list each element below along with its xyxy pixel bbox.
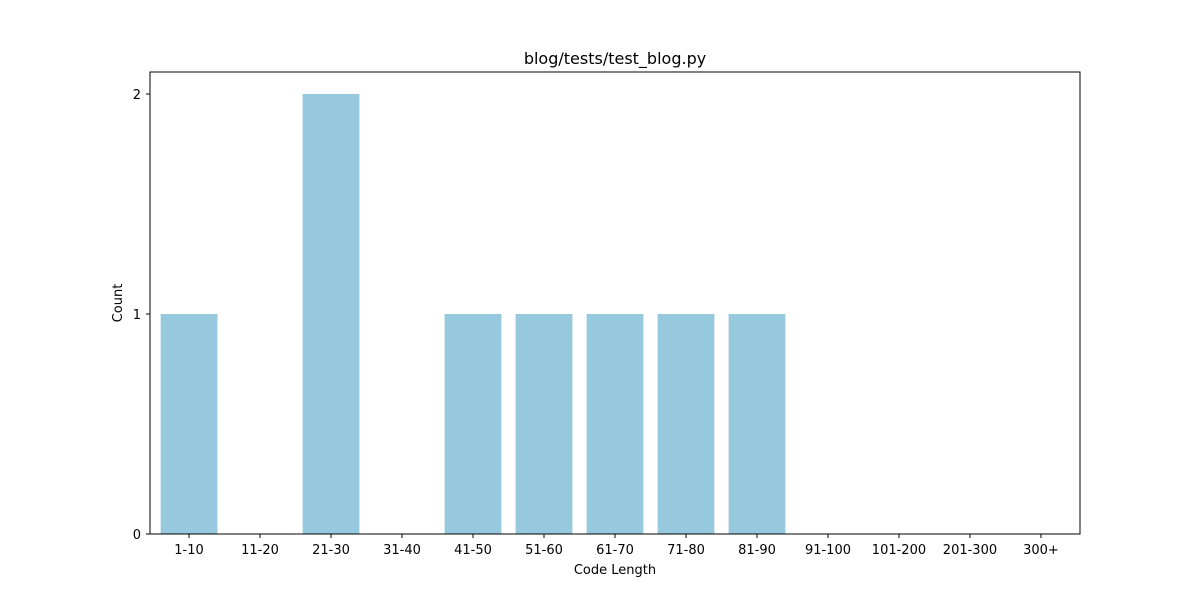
bar-21-30: [302, 94, 360, 534]
bar-1-10: [160, 314, 218, 534]
x-tick-label: 71-80: [667, 543, 705, 558]
bar-41-50: [444, 314, 502, 534]
y-tick-label: 0: [133, 528, 141, 543]
x-tick-label: 21-30: [312, 543, 350, 558]
x-axis-label: Code Length: [574, 563, 656, 578]
plot-frame: [149, 71, 1081, 535]
x-tick-label: 201-300: [943, 543, 997, 558]
y-axis-label: Count: [111, 284, 126, 323]
y-ticks: 0 1 2: [133, 88, 150, 543]
x-tick-label: 11-20: [241, 543, 279, 558]
bar-71-80: [657, 314, 715, 534]
x-tick-label: 61-70: [596, 543, 634, 558]
y-tick-label: 1: [133, 308, 141, 323]
bar-81-90: [728, 314, 786, 534]
bar-51-60: [515, 314, 573, 534]
bar-61-70: [586, 314, 644, 534]
x-tick-label: 101-200: [872, 543, 926, 558]
y-tick-label: 2: [133, 88, 141, 103]
x-tick-label: 81-90: [738, 543, 776, 558]
x-tick-label: 31-40: [383, 543, 421, 558]
x-ticks: 1-10 11-20 21-30 31-40 41-50 51-60 61-70 71-80 8…: [174, 534, 1059, 558]
bars: [160, 94, 786, 534]
x-tick-label: 51-60: [525, 543, 563, 558]
x-tick-label: 300+: [1023, 543, 1059, 558]
x-tick-label: 1-10: [174, 543, 204, 558]
chart-title: blog/tests/test_blog.py: [524, 49, 706, 69]
x-tick-label: 41-50: [454, 543, 492, 558]
x-tick-label: 91-100: [805, 543, 851, 558]
